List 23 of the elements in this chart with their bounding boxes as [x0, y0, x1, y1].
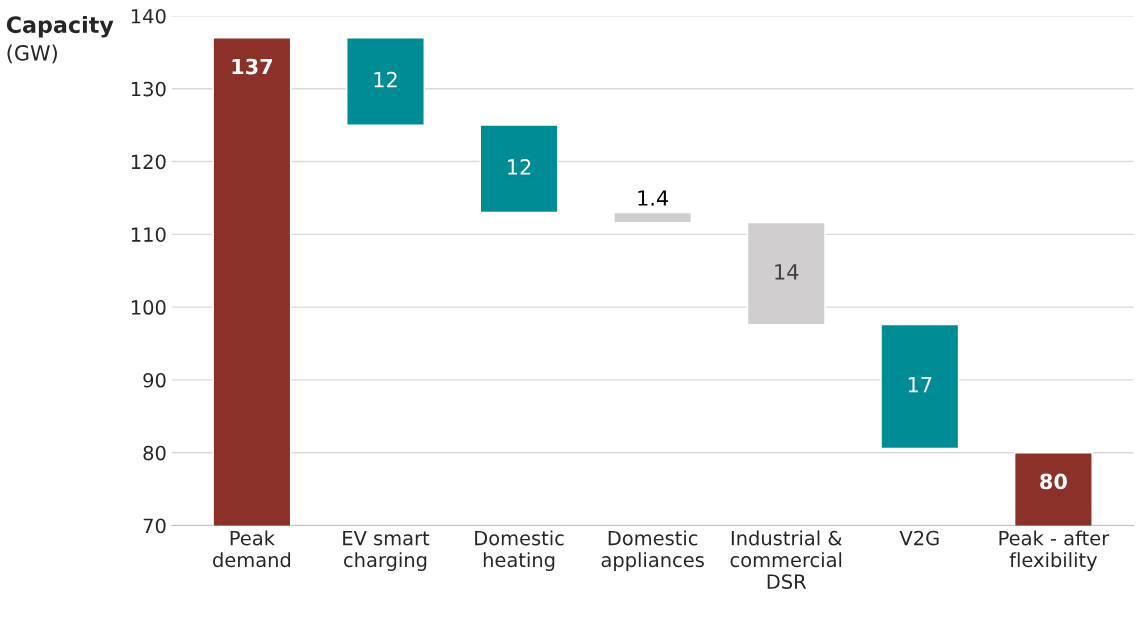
x-tick-label: Industrial & commercial DSR	[730, 530, 842, 589]
data-label: 12	[508, 159, 531, 175]
x-tick-label: EV smart charging	[343, 530, 430, 571]
x-tick-label: Peak - after flexibility	[999, 530, 1110, 571]
x-tick-label: Peak demand	[213, 530, 291, 568]
data-label: 14	[775, 264, 799, 280]
y-tick-label: 140	[131, 8, 166, 24]
y-tick-label: 130	[131, 81, 166, 97]
data-label: 80	[1040, 473, 1067, 490]
x-tick-label: V2G	[899, 530, 939, 546]
data-label: 12	[374, 71, 397, 88]
x-tick-label: Domestic heating	[475, 530, 564, 571]
y-tick-label: 110	[131, 227, 166, 242]
y-axis-title: Capacity (GW)	[6, 15, 114, 64]
x-tick-label: Domestic appliances	[601, 530, 704, 571]
data-label: 17	[908, 377, 932, 393]
data-label: 137	[232, 58, 272, 75]
y-tick-label: 70	[143, 518, 166, 534]
y-tick-label: 120	[131, 154, 166, 170]
y-tick-label: 100	[131, 300, 166, 315]
y-tick-label: 80	[143, 445, 166, 461]
y-tick-label: 90	[143, 372, 166, 388]
data-label: 1.4	[638, 190, 669, 206]
